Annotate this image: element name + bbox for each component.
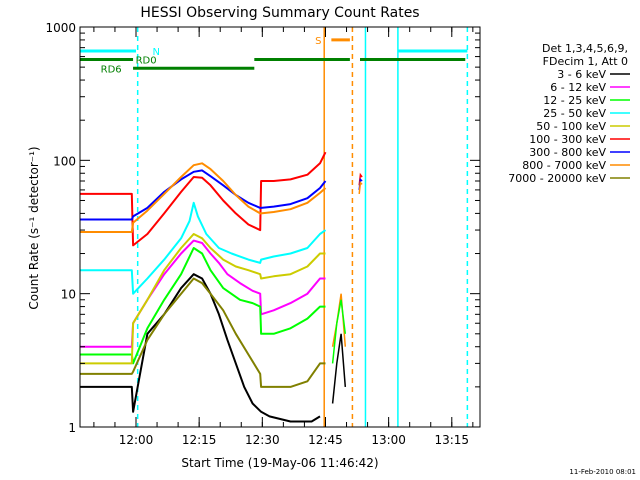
y-tick-label: 10 (61, 288, 76, 302)
legend-entry-label-8: 800 - 7000 keV (522, 159, 606, 172)
x-tick-label: 12:00 (119, 433, 154, 447)
series-line-7 (80, 169, 327, 221)
plot-frame (79, 26, 481, 428)
legend-entry-label-2: 6 - 12 keV (550, 81, 606, 94)
legend-entry-label-4: 25 - 50 keV (543, 107, 606, 120)
y-tick-label: 1 (68, 421, 76, 435)
x-tick-label: 13:15 (434, 433, 469, 447)
legend-header-line-1: Det 1,3,4,5,6,9, (542, 42, 628, 55)
series-line-9 (80, 277, 326, 388)
y-tick-label: 1000 (45, 21, 76, 35)
flag-label-rd0: RD0 (136, 56, 157, 67)
legend: Det 1,3,4,5,6,9, FDecim 1, Att 0 3 - 6 k… (508, 42, 630, 185)
legend-entry-label-6: 100 - 300 keV (529, 133, 606, 146)
flag-label-s: S (315, 36, 321, 47)
footer-timestamp: 11-Feb-2010 08:01 (569, 468, 636, 476)
series-line-3 (80, 247, 326, 365)
flag-label-n: N (152, 47, 159, 58)
burst-trace-2 (331, 333, 347, 404)
chart-title: HESSI Observing Summary Count Rates (140, 5, 419, 21)
x-axis-label: Start Time (19-May-06 11:46:42) (181, 456, 378, 470)
y-tick-label: 100 (53, 154, 76, 168)
axes: 1 10 100 1000 12:00 12:15 12:30 12:45 13:00 13:15 (45, 21, 480, 447)
legend-header-line-2: FDecim 1, Att 0 (543, 55, 628, 68)
series-line-6 (80, 151, 327, 247)
x-tick-label: 12:15 (182, 433, 217, 447)
legend-entry-label-5: 50 - 100 keV (536, 120, 606, 133)
x-tick-label: 12:45 (308, 433, 343, 447)
legend-entry-label-9: 7000 - 20000 keV (508, 172, 606, 185)
series-line-5 (80, 233, 326, 365)
flag-label-rd6: RD6 (101, 64, 122, 75)
legend-entry-label-1: 3 - 6 keV (557, 68, 606, 81)
legend-entry-label-3: 12 - 25 keV (543, 94, 606, 107)
legend-entry-label-7: 300 - 800 keV (529, 146, 606, 159)
plot-area: N S RD0 RD6 (80, 27, 469, 427)
series-line-4 (80, 201, 327, 295)
x-tick-label: 12:30 (245, 433, 280, 447)
series-line-8 (80, 162, 327, 233)
burst-trace-6 (358, 181, 363, 194)
burst-trace-3 (331, 299, 347, 364)
series-line-1 (80, 273, 321, 423)
x-tick-label: 13:00 (371, 433, 406, 447)
y-axis-label: Count Rate (s⁻¹ detector⁻¹) (27, 146, 41, 309)
